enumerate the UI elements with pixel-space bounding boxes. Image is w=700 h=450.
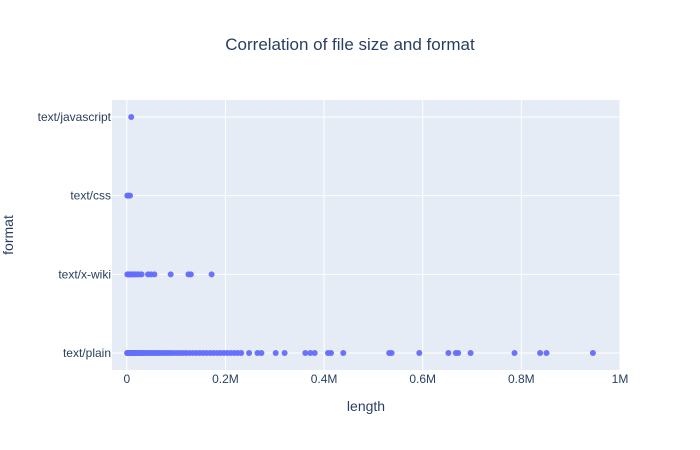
data-point[interactable]: [138, 271, 145, 278]
data-point[interactable]: [537, 350, 544, 356]
x-tick-labels: 0 0.2M 0.4M 0.6M 0.8M 1M: [123, 372, 628, 386]
data-point[interactable]: [127, 192, 133, 199]
data-point[interactable]: [543, 350, 550, 356]
x-tick-label: 1M: [612, 372, 629, 386]
data-point[interactable]: [208, 271, 215, 278]
x-tick-label: 0.4M: [311, 372, 338, 386]
y-tick-label: text/javascript: [38, 110, 112, 124]
data-point[interactable]: [589, 350, 596, 356]
y-tick-label: text/plain: [63, 346, 111, 360]
data-point[interactable]: [151, 271, 158, 278]
y-tick-labels: text/plain text/x-wiki text/css text/javasc…: [38, 110, 112, 360]
data-point[interactable]: [328, 350, 334, 356]
data-point[interactable]: [187, 271, 194, 278]
y-axis-title: format: [0, 215, 16, 255]
data-point[interactable]: [416, 350, 423, 356]
data-point[interactable]: [388, 350, 395, 356]
x-tick-label: 0: [123, 372, 130, 386]
x-tick-label: 0.2M: [212, 372, 239, 386]
data-point[interactable]: [455, 350, 462, 356]
data-point[interactable]: [445, 350, 452, 356]
y-tick-label: text/x-wiki: [58, 267, 111, 281]
chart-title: Correlation of file size and format: [225, 35, 475, 54]
x-gridlines: [126, 100, 621, 370]
data-point[interactable]: [258, 350, 265, 356]
x-axis-title: length: [347, 398, 385, 414]
data-point[interactable]: [467, 350, 474, 356]
y-tick-label: text/css: [70, 189, 111, 203]
data-point[interactable]: [307, 350, 314, 356]
data-point[interactable]: [238, 350, 245, 356]
x-tick-label: 0.6M: [409, 372, 436, 386]
data-point[interactable]: [246, 350, 253, 356]
data-point[interactable]: [281, 350, 288, 356]
data-point[interactable]: [302, 350, 309, 356]
data-point[interactable]: [511, 350, 518, 356]
data-point[interactable]: [340, 350, 347, 356]
plot-area: [112, 100, 620, 370]
x-tick-label: 0.8M: [508, 372, 535, 386]
data-point[interactable]: [167, 271, 174, 278]
data-point[interactable]: [311, 350, 318, 356]
data-point[interactable]: [272, 350, 279, 356]
data-point[interactable]: [128, 114, 135, 120]
data-points: [124, 114, 596, 356]
